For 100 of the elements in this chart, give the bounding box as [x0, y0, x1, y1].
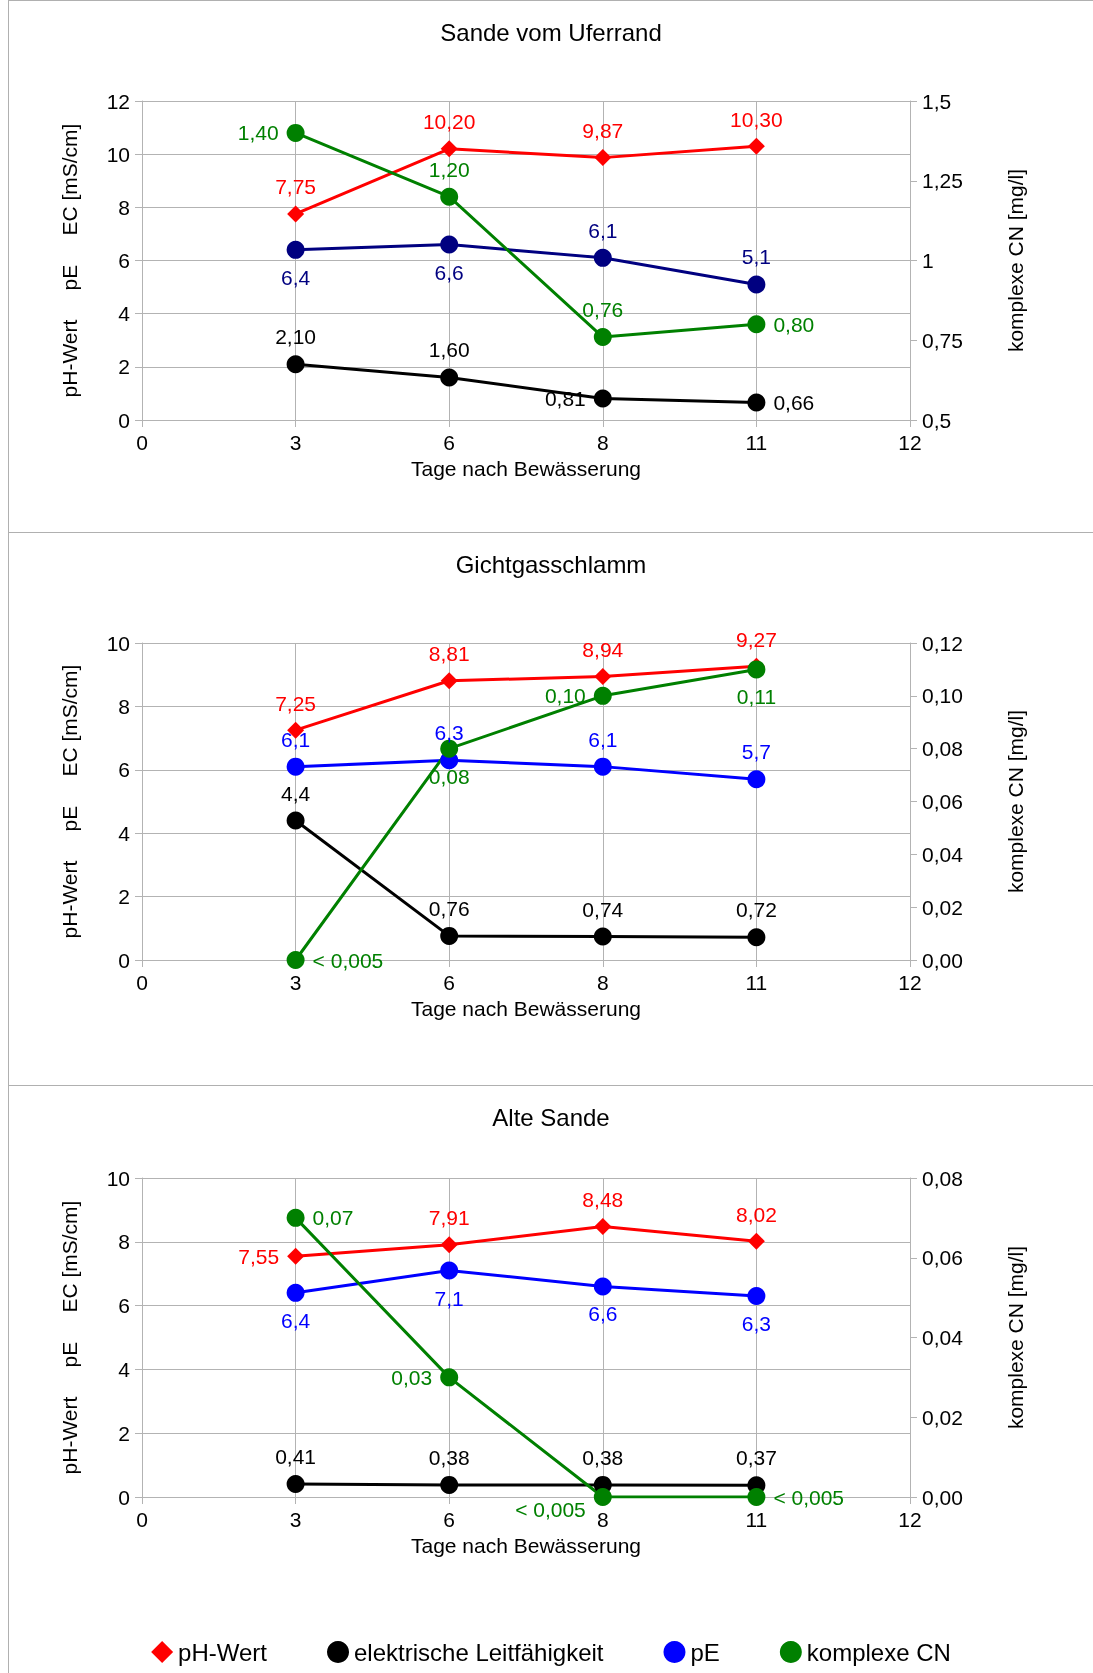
x-tick-label: 0	[136, 1508, 148, 1531]
x-tick-label: 0	[136, 971, 148, 994]
data-label: 5,1	[741, 245, 771, 269]
data-label: 0,37	[735, 1446, 777, 1470]
point	[286, 757, 305, 776]
y2-tick-label: 1,25	[922, 169, 963, 193]
point	[747, 928, 766, 947]
data-label: 0,80	[773, 312, 815, 336]
y2-tick-label: 0,04	[922, 1326, 964, 1349]
data-label: 7,25	[275, 691, 317, 715]
point	[440, 1261, 459, 1280]
data-label: 8,81	[428, 642, 470, 666]
y-tick-label: 4	[118, 1357, 131, 1381]
point	[747, 315, 766, 334]
chart-title: Gichtgasschlamm	[455, 550, 647, 578]
data-label: 7,55	[238, 1244, 280, 1268]
point	[593, 248, 612, 267]
y2-tick-label: 0,04	[922, 842, 964, 866]
data-label: 0,38	[582, 1445, 624, 1469]
point	[440, 926, 459, 945]
y2-tick-label: 0,08	[922, 1166, 963, 1190]
y2-tick-label: 0,06	[922, 790, 963, 813]
data-label: 6,1	[281, 727, 311, 751]
y2-tick-label: 0,00	[922, 948, 963, 972]
point	[440, 235, 459, 254]
point	[286, 1474, 305, 1493]
point	[593, 389, 612, 408]
x-tick-label: 12	[898, 431, 922, 454]
y-tick-label: 8	[118, 694, 130, 718]
x-axis-title: Tage nach Bewässerung	[411, 996, 641, 1020]
y-tick-label: 8	[118, 195, 130, 219]
y2-tick-label: 1,5	[922, 89, 952, 113]
data-label: 0,03	[391, 1365, 433, 1389]
point	[747, 1232, 765, 1250]
legend-label: elektrische Leitfähigkeit	[354, 1638, 604, 1666]
data-label: 6,1	[588, 218, 618, 242]
y2-tick-label: 0,02	[922, 895, 963, 919]
x-tick-label: 11	[745, 971, 768, 994]
data-label: < 0,005	[312, 948, 384, 972]
y-axis-title: pH-Wert pE EC [mS/cm]	[58, 664, 81, 939]
data-label: 1,60	[428, 338, 470, 362]
point	[594, 149, 612, 167]
point	[747, 770, 766, 789]
data-label: 0,41	[275, 1444, 317, 1468]
data-label: 8,02	[735, 1202, 777, 1226]
point	[286, 240, 305, 259]
point	[593, 686, 612, 705]
data-label: 0,11	[736, 685, 777, 709]
data-label: 7,75	[275, 175, 317, 199]
point	[593, 1277, 612, 1296]
point	[440, 140, 458, 158]
point	[286, 123, 305, 142]
data-label: 7,1	[434, 1286, 464, 1310]
point	[440, 1236, 458, 1254]
point	[286, 1208, 305, 1227]
x-tick-label: 12	[898, 971, 922, 994]
y2-tick-label: 0,02	[922, 1405, 963, 1429]
y2-tick-label: 1	[922, 249, 934, 272]
y-tick-label: 12	[106, 89, 130, 113]
x-tick-label: 6	[443, 431, 456, 454]
point	[747, 1287, 766, 1306]
data-label: 6,4	[281, 1308, 311, 1332]
y2-tick-label: 0,00	[922, 1485, 963, 1509]
y-tick-label: 10	[106, 631, 130, 655]
point	[594, 1217, 612, 1235]
point	[593, 757, 612, 776]
y2-tick-label: 0,75	[922, 328, 963, 352]
data-label: 6,6	[588, 1302, 618, 1326]
y-tick-label: 10	[106, 142, 130, 166]
x-tick-label: 3	[289, 971, 302, 994]
x-tick-label: 8	[596, 1508, 609, 1531]
y-axis-title: pH-Wert pE EC [mS/cm]	[58, 123, 81, 398]
data-label: 0,38	[428, 1445, 470, 1469]
point	[287, 205, 305, 223]
data-label: 7,91	[428, 1206, 470, 1230]
data-label: 0,72	[735, 898, 777, 922]
point	[593, 927, 612, 946]
point	[747, 393, 766, 412]
point	[440, 1475, 459, 1494]
point	[287, 1247, 305, 1265]
x-tick-label: 8	[596, 431, 609, 454]
x-tick-label: 12	[898, 1508, 922, 1531]
x-axis-title: Tage nach Bewässerung	[411, 456, 641, 480]
data-label: 6,3	[434, 721, 464, 745]
y-tick-label: 6	[118, 758, 130, 782]
y-tick-label: 4	[118, 821, 131, 845]
y-tick-label: 2	[118, 355, 130, 379]
point	[747, 660, 766, 679]
x-axis-title: Tage nach Bewässerung	[411, 1533, 641, 1557]
y2-axis-title: komplexe CN [mg/l]	[1004, 709, 1027, 894]
data-label: 9,87	[582, 119, 624, 143]
data-label: 0,07	[312, 1206, 354, 1230]
legend-label: komplexe CN	[806, 1638, 951, 1666]
data-label: 4,4	[281, 781, 311, 805]
data-label: 0,76	[582, 298, 624, 322]
y2-tick-label: 0,12	[922, 631, 963, 655]
data-label: 0,10	[544, 684, 586, 708]
y-tick-label: 10	[106, 1166, 130, 1190]
point	[440, 368, 459, 387]
chart-title: Sande vom Uferrand	[440, 18, 662, 46]
